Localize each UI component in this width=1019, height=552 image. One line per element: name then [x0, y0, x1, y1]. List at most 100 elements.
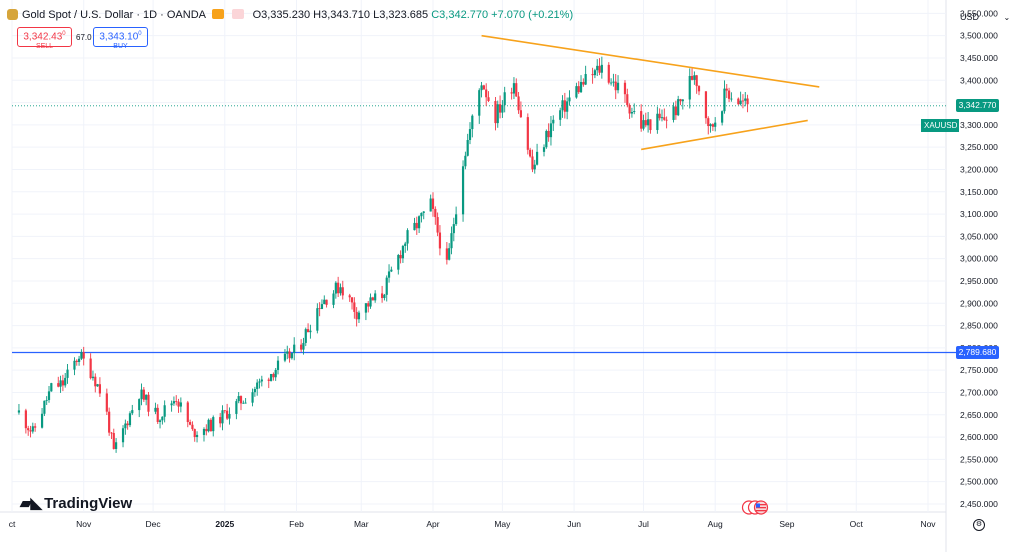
symbol-title[interactable]: Gold Spot / U.S. Dollar · 1D · OANDA [22, 9, 206, 21]
candle-body [480, 85, 483, 91]
candle-body [464, 155, 467, 167]
sell-button[interactable]: 3,342.430 SELL [17, 27, 72, 50]
candle [413, 217, 416, 231]
candle-body [258, 381, 261, 383]
candle [302, 337, 305, 355]
candle-body [191, 424, 194, 430]
candle [559, 107, 562, 126]
candle-body [707, 118, 710, 127]
candle [156, 404, 159, 425]
candle-body [223, 410, 226, 412]
candle-body [228, 413, 231, 419]
candle-body [177, 401, 180, 407]
candle [325, 299, 328, 308]
y-tick-label: 2,600.000 [960, 432, 998, 442]
candle-body [709, 124, 712, 127]
candle [82, 346, 85, 366]
candle-body [723, 88, 726, 112]
candle [690, 68, 694, 81]
candle-body [341, 287, 344, 296]
candle [464, 151, 467, 170]
candle [401, 244, 405, 263]
candle [269, 373, 273, 382]
candle-body [630, 111, 634, 114]
x-tick-label: Sep [779, 519, 794, 529]
candle-body [542, 147, 546, 152]
candle-body [306, 329, 310, 333]
y-tick-label: 3,200.000 [960, 164, 998, 174]
candle-body [163, 405, 166, 417]
candle [385, 275, 388, 302]
candle-body [452, 224, 455, 234]
candle-body [704, 91, 708, 119]
candle-body [126, 423, 129, 426]
candle-body [94, 376, 97, 387]
candle-body [593, 70, 597, 76]
x-tick-label: Nov [76, 519, 92, 529]
candle [242, 400, 245, 404]
x-tick-label: Nov [920, 519, 936, 529]
candle-body [498, 104, 502, 113]
candle [75, 359, 78, 366]
candle-body [591, 74, 594, 76]
candle [420, 212, 423, 223]
candle-body [283, 353, 287, 361]
candle [723, 80, 726, 114]
ohlc-change: +7.070 (+0.21%) [491, 9, 574, 21]
us-flag-events-icon[interactable] [741, 500, 769, 515]
candle [256, 379, 259, 396]
candle-body [584, 74, 587, 85]
candle [223, 410, 226, 414]
candle [568, 90, 571, 106]
candle [158, 419, 162, 429]
candle-body [420, 212, 423, 217]
candle [649, 119, 652, 134]
currency-selector[interactable]: USD ⌄ [960, 12, 1010, 22]
candle [471, 114, 474, 138]
candle [235, 398, 238, 420]
candle [31, 422, 34, 434]
buy-button[interactable]: 3,343.100 BUY [93, 27, 148, 50]
candle-body [494, 101, 497, 124]
y-tick-label: 3,050.000 [960, 231, 998, 241]
candle [121, 425, 125, 448]
x-tick-label: Dec [146, 519, 162, 529]
candle [202, 427, 206, 442]
candle [175, 395, 178, 406]
gear-icon[interactable]: ⚙ [973, 519, 985, 531]
candle [50, 382, 53, 392]
time-axis: ct Nov Dec 2025 Feb Mar Apr May Jun Jul Aug Sep Oct N… [9, 519, 937, 529]
candle-body [318, 308, 321, 310]
candle-body [549, 123, 553, 138]
candle-body [40, 413, 44, 428]
buy-label: BUY [113, 43, 128, 51]
candle [209, 418, 213, 432]
candle-body [547, 130, 550, 138]
candle [147, 392, 150, 417]
candle [387, 264, 391, 283]
candle-body [77, 358, 81, 362]
candle [707, 116, 710, 135]
y-tick-label: 2,550.000 [960, 454, 998, 464]
candle-body [623, 82, 627, 95]
candle-body [221, 410, 224, 424]
candle-body [47, 391, 51, 401]
candle [112, 428, 115, 450]
candle [598, 58, 601, 76]
candle-body [323, 299, 326, 305]
tradingview-logo[interactable]: ▰◣ TradingView [20, 494, 132, 512]
sell-label: SELL [35, 43, 54, 51]
candle-body [387, 271, 391, 278]
candle [566, 97, 569, 120]
candle [744, 91, 747, 107]
candle [714, 117, 717, 132]
candle [656, 106, 659, 134]
candle-body [598, 65, 601, 73]
candle-body [121, 428, 125, 443]
candle-body [286, 351, 289, 354]
candle [57, 376, 60, 388]
candle [189, 419, 192, 426]
candle-body [714, 122, 717, 127]
candle [290, 352, 293, 360]
